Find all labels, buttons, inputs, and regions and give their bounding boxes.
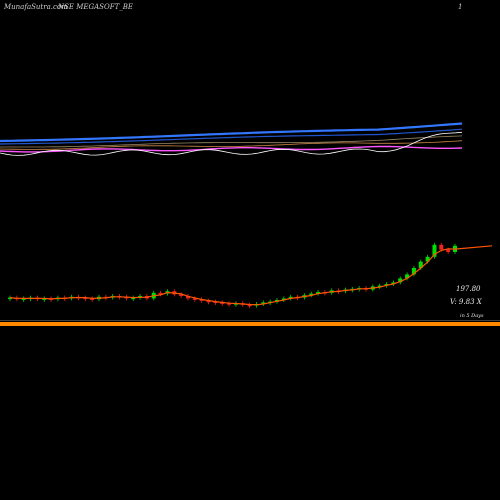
ema-short-line [0, 131, 463, 156]
candle-body [398, 278, 403, 283]
volume-band-bar [0, 322, 500, 326]
candle-body [446, 249, 451, 252]
candle-body [90, 298, 95, 300]
volume-band [0, 320, 500, 326]
candle-body [247, 304, 252, 307]
ema-medium-line [0, 140, 463, 150]
candle-body [158, 292, 163, 295]
candle-body [432, 244, 437, 257]
ema-medium-line [0, 145, 463, 153]
candle-body [316, 292, 321, 294]
ema-long-line [0, 122, 463, 143]
candle-body [281, 298, 286, 300]
candle-body [206, 300, 211, 303]
header-right-text: 1 [458, 3, 463, 11]
chart-title: NSE MEGASOFT_BE [58, 3, 133, 11]
candle-body [261, 302, 266, 304]
candle-body [192, 298, 197, 300]
candle-body [418, 261, 423, 268]
candle-body [227, 303, 232, 305]
ema-medium-line [0, 135, 463, 148]
candle-body [405, 274, 410, 279]
candle-body [42, 298, 47, 300]
volume-label: V: 9.83 X [450, 298, 482, 306]
candle-body [83, 297, 88, 300]
price-label: 197.80 [456, 285, 481, 293]
moving-averages [0, 122, 463, 156]
candle-body [220, 302, 225, 304]
candle-body [213, 301, 218, 304]
candle-body [439, 244, 444, 250]
candles [8, 242, 493, 309]
candle-body [391, 282, 396, 284]
candle-body [179, 294, 184, 296]
candle-body [288, 296, 293, 299]
candle-body [377, 285, 382, 288]
period-label: in 5 Days [460, 313, 484, 319]
site-watermark: MunafaSutra.com [4, 3, 68, 11]
ema-long-line [0, 128, 463, 145]
price-trend-line [9, 245, 493, 306]
candle-body [186, 296, 190, 299]
candle-body [131, 297, 136, 300]
candle-body [21, 298, 26, 300]
candle-body [411, 268, 416, 275]
candle-body [8, 297, 12, 300]
candle-body [309, 293, 314, 296]
candle-body [425, 256, 430, 262]
